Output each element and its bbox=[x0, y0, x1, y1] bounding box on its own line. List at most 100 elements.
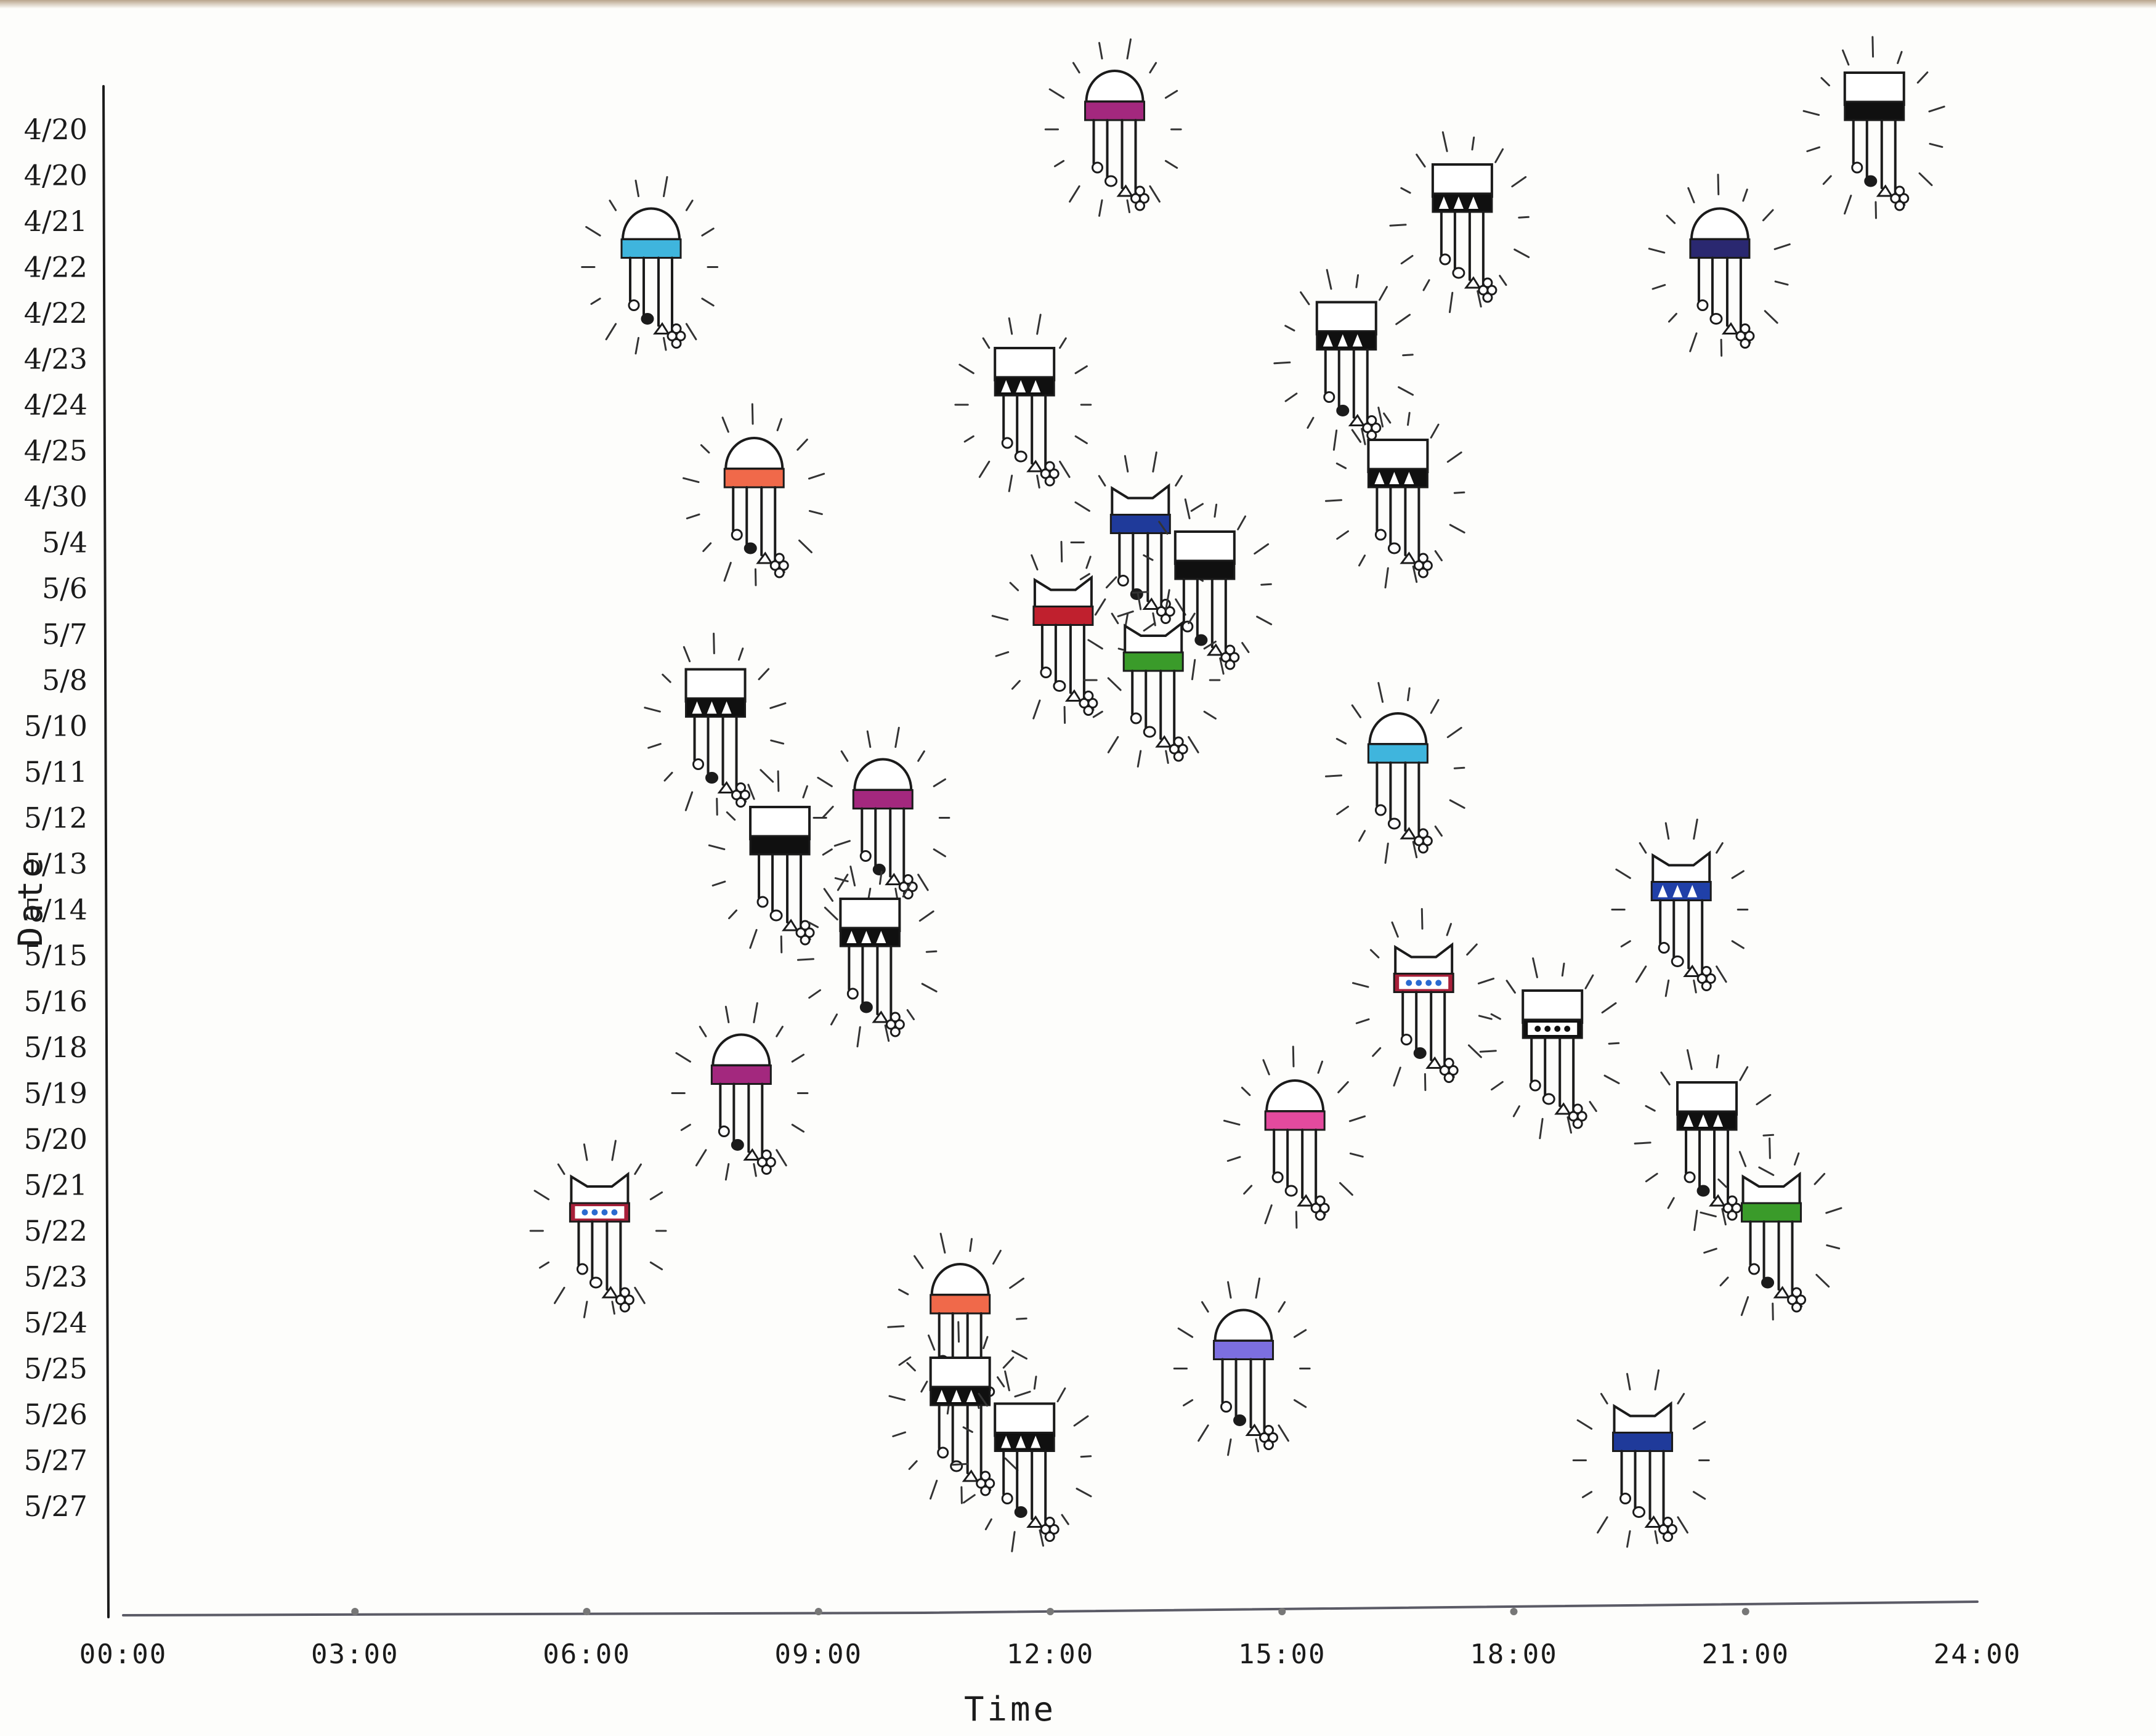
glow-ray bbox=[902, 882, 912, 898]
glow-ray bbox=[680, 1124, 691, 1131]
glow-ray bbox=[991, 615, 1009, 621]
glow-ray bbox=[1074, 365, 1088, 375]
band bbox=[1844, 100, 1905, 121]
glow-ray bbox=[808, 473, 825, 480]
glow-ray bbox=[1467, 1044, 1482, 1058]
glow-ray bbox=[611, 1140, 617, 1161]
glow-ray bbox=[1449, 799, 1465, 809]
glow-ray bbox=[1241, 642, 1250, 654]
head-dome bbox=[1265, 1079, 1325, 1113]
glow-rays bbox=[1802, 36, 1945, 219]
legs bbox=[732, 486, 777, 566]
band-pattern-triangle bbox=[1468, 197, 1478, 209]
flower-petal bbox=[1443, 1073, 1454, 1083]
glow-rays bbox=[708, 770, 851, 954]
glow-ray bbox=[983, 1336, 989, 1349]
glow-ray bbox=[1324, 774, 1342, 777]
glow-ray bbox=[700, 444, 710, 454]
glow-ray bbox=[1033, 1376, 1037, 1390]
glow-ray bbox=[724, 1163, 730, 1181]
foot-circle bbox=[1374, 529, 1387, 541]
glow-ray bbox=[634, 1163, 642, 1175]
glow-ray bbox=[1717, 1178, 1727, 1188]
glow-ray bbox=[711, 880, 726, 886]
band-pattern-triangle bbox=[1016, 1435, 1026, 1448]
band-pattern-triangle bbox=[846, 931, 857, 943]
foot-circle bbox=[628, 299, 640, 311]
glow-ray bbox=[1074, 435, 1088, 444]
glow-ray bbox=[1293, 1329, 1307, 1338]
legs bbox=[1852, 119, 1897, 198]
glow-ray bbox=[823, 888, 834, 902]
data-point bbox=[888, 1321, 1031, 1504]
glow-ray bbox=[908, 1460, 918, 1470]
x-tick-label: 15:00 bbox=[1238, 1639, 1326, 1670]
flower-petal bbox=[1663, 1531, 1674, 1542]
flower-petal bbox=[1701, 981, 1712, 991]
glow-ray bbox=[1011, 679, 1021, 690]
flower-petal bbox=[774, 567, 785, 578]
glow-ray bbox=[1184, 498, 1191, 519]
glow-ray bbox=[1384, 567, 1389, 589]
glow-ray bbox=[1355, 1018, 1370, 1024]
flower-petal bbox=[671, 323, 682, 334]
glow-ray bbox=[913, 1255, 924, 1269]
glow-ray bbox=[1471, 136, 1475, 151]
glow-ray bbox=[737, 647, 744, 661]
glow-ray bbox=[894, 726, 900, 748]
foot-flower bbox=[1890, 185, 1910, 211]
glow-ray bbox=[1731, 870, 1745, 879]
x-axis-line bbox=[122, 1600, 1979, 1616]
glow-ray bbox=[939, 1233, 946, 1254]
glow-ray bbox=[1539, 1117, 1544, 1140]
foot-note bbox=[1413, 1047, 1427, 1059]
glow-ray bbox=[662, 673, 671, 683]
glow-ray bbox=[1446, 923, 1452, 936]
glow-ray bbox=[1406, 412, 1411, 426]
flower-petal bbox=[1315, 1195, 1326, 1206]
foot-flower bbox=[1362, 415, 1382, 440]
glow-ray bbox=[1584, 974, 1594, 989]
head-flat bbox=[1522, 989, 1584, 1024]
flower-petal bbox=[902, 874, 914, 885]
glow-ray bbox=[538, 1261, 550, 1269]
glow-ray bbox=[906, 1362, 916, 1372]
flower-petal bbox=[1486, 285, 1497, 296]
glow-ray bbox=[957, 1321, 960, 1343]
flower-petal bbox=[774, 553, 785, 564]
band-inner bbox=[575, 1206, 625, 1219]
band bbox=[1741, 1202, 1802, 1223]
glow-ray bbox=[1774, 280, 1789, 286]
foot-triangle bbox=[1709, 1194, 1726, 1207]
foot-circle bbox=[1529, 1079, 1541, 1092]
glow-ray bbox=[1074, 501, 1090, 512]
foot-note bbox=[1696, 1185, 1710, 1197]
flower-petal bbox=[1572, 1118, 1583, 1129]
glow-ray bbox=[1056, 1387, 1066, 1403]
foot-flower bbox=[1079, 691, 1098, 716]
glow-ray bbox=[649, 1191, 663, 1201]
foot-triangle bbox=[653, 322, 670, 335]
glow-ray bbox=[1372, 1047, 1382, 1057]
foot-flower bbox=[756, 1150, 776, 1175]
foot-triangle bbox=[1683, 964, 1700, 977]
glow-ray bbox=[1223, 1119, 1241, 1126]
glow-ray bbox=[856, 1026, 861, 1048]
foot-flower bbox=[1040, 461, 1060, 487]
foot-triangle bbox=[1554, 1102, 1571, 1115]
band-pattern-dot bbox=[1564, 1026, 1571, 1032]
foot-circle bbox=[1040, 667, 1052, 678]
flower-petal bbox=[1572, 1103, 1583, 1114]
glow-ray bbox=[1264, 1204, 1273, 1225]
foot-triangle bbox=[1773, 1286, 1791, 1299]
x-tick-label: 06:00 bbox=[543, 1639, 630, 1670]
glow-ray bbox=[1412, 566, 1418, 583]
flower-petal bbox=[1135, 185, 1146, 197]
flower-petal bbox=[890, 1012, 901, 1023]
foot-triangle bbox=[1400, 551, 1417, 564]
glow-ray bbox=[1165, 589, 1170, 610]
band-pattern-triangle bbox=[1389, 472, 1400, 484]
foot-circle bbox=[1400, 1034, 1412, 1045]
head-cat bbox=[1111, 483, 1170, 518]
